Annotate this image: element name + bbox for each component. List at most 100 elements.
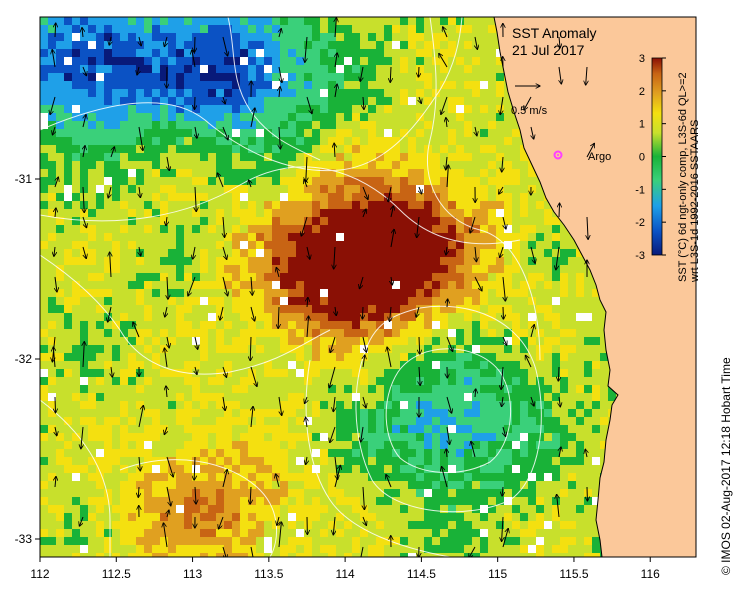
- sst-cell: [408, 433, 416, 441]
- sst-cell: [392, 353, 400, 361]
- sst-cell: [304, 401, 312, 409]
- sst-cell: [368, 337, 376, 345]
- sst-cell: [376, 217, 384, 225]
- sst-cell: [88, 457, 96, 465]
- sst-cell: [352, 97, 360, 105]
- sst-cell: [328, 193, 336, 201]
- sst-cell: [536, 257, 544, 265]
- sst-cell: [96, 377, 104, 385]
- sst-cell: [104, 97, 112, 105]
- sst-cell: [160, 161, 168, 169]
- sst-cell: [472, 481, 480, 489]
- sst-cell: [280, 105, 288, 113]
- sst-cell: [376, 273, 384, 281]
- sst-cell: [216, 481, 224, 489]
- sst-cell: [552, 321, 560, 329]
- sst-cell: [40, 377, 48, 385]
- sst-cell: [152, 57, 160, 65]
- sst-cell: [360, 473, 368, 481]
- sst-cell: [160, 289, 168, 297]
- sst-cell: [216, 249, 224, 257]
- sst-cell: [208, 449, 216, 457]
- sst-cell: [56, 49, 64, 57]
- sst-cell: [72, 97, 80, 105]
- sst-cell: [88, 41, 96, 49]
- sst-cell: [240, 241, 248, 249]
- sst-cell: [280, 401, 288, 409]
- sst-cell: [48, 313, 56, 321]
- sst-cell: [600, 313, 608, 321]
- sst-cell: [120, 137, 128, 145]
- sst-cell: [480, 209, 488, 217]
- sst-cell: [136, 313, 144, 321]
- sst-cell: [208, 89, 216, 97]
- sst-cell: [472, 169, 480, 177]
- sst-cell: [120, 313, 128, 321]
- sst-cell: [88, 113, 96, 121]
- sst-cell: [216, 105, 224, 113]
- sst-cell: [256, 321, 264, 329]
- sst-cell: [432, 441, 440, 449]
- sst-cell: [472, 417, 480, 425]
- sst-cell: [152, 313, 160, 321]
- sst-cell: [416, 129, 424, 137]
- sst-cell: [376, 289, 384, 297]
- sst-cell: [376, 153, 384, 161]
- sst-cell: [144, 361, 152, 369]
- sst-cell: [120, 433, 128, 441]
- sst-cell: [240, 217, 248, 225]
- sst-cell: [488, 81, 496, 89]
- sst-cell: [520, 249, 528, 257]
- sst-cell: [200, 457, 208, 465]
- sst-cell: [312, 73, 320, 81]
- sst-cell: [552, 225, 560, 233]
- sst-cell: [272, 225, 280, 233]
- sst-cell: [440, 41, 448, 49]
- sst-cell: [88, 25, 96, 33]
- sst-cell: [48, 193, 56, 201]
- sst-cell: [560, 401, 568, 409]
- sst-cell: [464, 161, 472, 169]
- sst-cell: [56, 233, 64, 241]
- sst-cell: [88, 89, 96, 97]
- sst-cell: [304, 217, 312, 225]
- sst-cell: [232, 369, 240, 377]
- sst-cell: [448, 177, 456, 185]
- sst-cell: [384, 161, 392, 169]
- sst-cell: [384, 497, 392, 505]
- sst-cell: [240, 113, 248, 121]
- sst-cell: [200, 217, 208, 225]
- sst-cell: [280, 65, 288, 73]
- sst-cell: [376, 361, 384, 369]
- sst-cell: [520, 369, 528, 377]
- sst-cell: [216, 465, 224, 473]
- sst-cell: [376, 49, 384, 57]
- sst-cell: [448, 305, 456, 313]
- sst-cell: [480, 41, 488, 49]
- sst-cell: [520, 281, 528, 289]
- sst-cell: [416, 177, 424, 185]
- sst-cell: [520, 401, 528, 409]
- sst-cell: [536, 497, 544, 505]
- sst-cell: [72, 401, 80, 409]
- sst-cell: [440, 441, 448, 449]
- sst-cell: [296, 441, 304, 449]
- sst-cell: [208, 353, 216, 361]
- sst-cell: [384, 257, 392, 265]
- sst-cell: [480, 241, 488, 249]
- sst-cell: [512, 393, 520, 401]
- sst-cell: [128, 377, 136, 385]
- sst-cell: [272, 457, 280, 465]
- sst-cell: [504, 345, 512, 353]
- sst-cell: [568, 401, 576, 409]
- sst-cell: [64, 185, 72, 193]
- sst-cell: [80, 481, 88, 489]
- sst-cell: [440, 281, 448, 289]
- sst-cell: [320, 257, 328, 265]
- sst-cell: [240, 185, 248, 193]
- sst-cell: [112, 385, 120, 393]
- sst-cell: [480, 33, 488, 41]
- sst-cell: [128, 209, 136, 217]
- sst-cell: [376, 41, 384, 49]
- sst-cell: [176, 393, 184, 401]
